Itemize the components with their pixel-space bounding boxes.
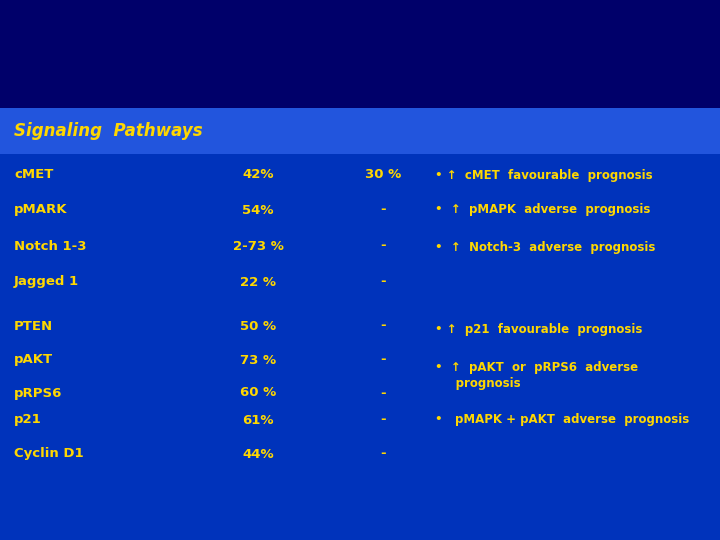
Text: cMET: cMET: [14, 168, 53, 181]
Text: • ↑  cMET  favourable  prognosis: • ↑ cMET favourable prognosis: [435, 168, 652, 181]
Text: •  ↑  Notch-3  adverse  prognosis: • ↑ Notch-3 adverse prognosis: [435, 241, 655, 254]
Text: Notch 1-3: Notch 1-3: [14, 240, 86, 253]
Text: -: -: [380, 320, 386, 333]
Text: •   pMAPK + pAKT  adverse  prognosis: • pMAPK + pAKT adverse prognosis: [435, 414, 689, 427]
Text: Cyclin D1: Cyclin D1: [14, 448, 84, 461]
Text: 22 %: 22 %: [240, 275, 276, 288]
Text: pAKT: pAKT: [14, 354, 53, 367]
Text: -: -: [380, 275, 386, 288]
Text: 73 %: 73 %: [240, 354, 276, 367]
Text: 60 %: 60 %: [240, 387, 276, 400]
Text: 30 %: 30 %: [365, 168, 401, 181]
Text: pRPS6: pRPS6: [14, 387, 63, 400]
Text: PTEN: PTEN: [14, 320, 53, 333]
Text: Jagged 1: Jagged 1: [14, 275, 79, 288]
Text: -: -: [380, 414, 386, 427]
Text: 44%: 44%: [242, 448, 274, 461]
Text: -: -: [380, 387, 386, 400]
Text: • ↑  p21  favourable  prognosis: • ↑ p21 favourable prognosis: [435, 323, 642, 336]
Bar: [0, 0, 720, 108]
Text: pMARK: pMARK: [14, 204, 68, 217]
Text: 54%: 54%: [242, 204, 274, 217]
Text: •  ↑  pMAPK  adverse  prognosis: • ↑ pMAPK adverse prognosis: [435, 204, 650, 217]
Text: -: -: [380, 204, 386, 217]
Bar: [0, 108, 720, 154]
Text: 2-73 %: 2-73 %: [233, 240, 284, 253]
Text: •  ↑  pAKT  or  pRPS6  adverse: • ↑ pAKT or pRPS6 adverse: [435, 361, 638, 375]
Text: -: -: [380, 448, 386, 461]
Bar: [0, 154, 720, 540]
Text: -: -: [380, 354, 386, 367]
Text: 50 %: 50 %: [240, 320, 276, 333]
Text: 42%: 42%: [242, 168, 274, 181]
Text: -: -: [380, 240, 386, 253]
Text: prognosis: prognosis: [435, 377, 521, 390]
Text: 61%: 61%: [242, 414, 274, 427]
Text: p21: p21: [14, 414, 42, 427]
Text: Signaling  Pathways: Signaling Pathways: [14, 122, 202, 140]
